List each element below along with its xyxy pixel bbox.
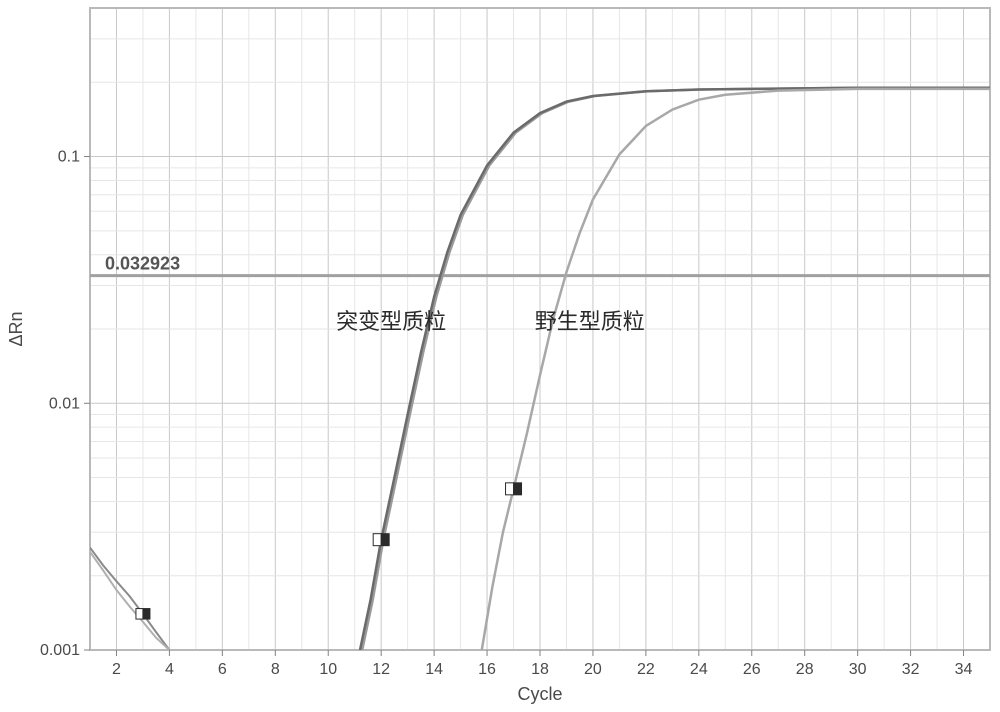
- x-tick-label: 28: [796, 661, 814, 678]
- x-tick-label: 24: [690, 661, 708, 678]
- x-axis-label: Cycle: [517, 684, 562, 704]
- x-tick-label: 4: [165, 661, 174, 678]
- y-tick-label: 0.1: [58, 149, 80, 166]
- y-tick-label: 0.01: [49, 395, 80, 412]
- x-tick-label: 16: [478, 661, 496, 678]
- series-label-0: 突变型质粒: [336, 309, 446, 334]
- amplification-plot: 0.032923突变型质粒野生型质粒2468101214161820222426…: [0, 0, 1000, 712]
- x-tick-label: 30: [849, 661, 867, 678]
- chart-svg: 0.032923突变型质粒野生型质粒2468101214161820222426…: [0, 0, 1000, 712]
- x-tick-label: 2: [112, 661, 121, 678]
- y-axis-label: ΔRn: [6, 311, 26, 346]
- x-tick-label: 6: [218, 661, 227, 678]
- x-tick-label: 20: [584, 661, 602, 678]
- x-tick-label: 32: [902, 661, 920, 678]
- series-marker-0: [373, 534, 389, 546]
- series-marker-1: [506, 483, 522, 495]
- y-tick-label: 0.001: [40, 642, 80, 659]
- threshold-label: 0.032923: [105, 254, 180, 274]
- x-tick-label: 34: [955, 661, 973, 678]
- series-label-1: 野生型质粒: [535, 309, 645, 334]
- x-tick-label: 26: [743, 661, 761, 678]
- x-tick-label: 12: [372, 661, 390, 678]
- noise-marker: [136, 609, 150, 620]
- x-tick-label: 18: [531, 661, 549, 678]
- x-tick-label: 8: [271, 661, 280, 678]
- x-tick-label: 14: [425, 661, 443, 678]
- x-tick-label: 22: [637, 661, 655, 678]
- x-tick-label: 10: [319, 661, 337, 678]
